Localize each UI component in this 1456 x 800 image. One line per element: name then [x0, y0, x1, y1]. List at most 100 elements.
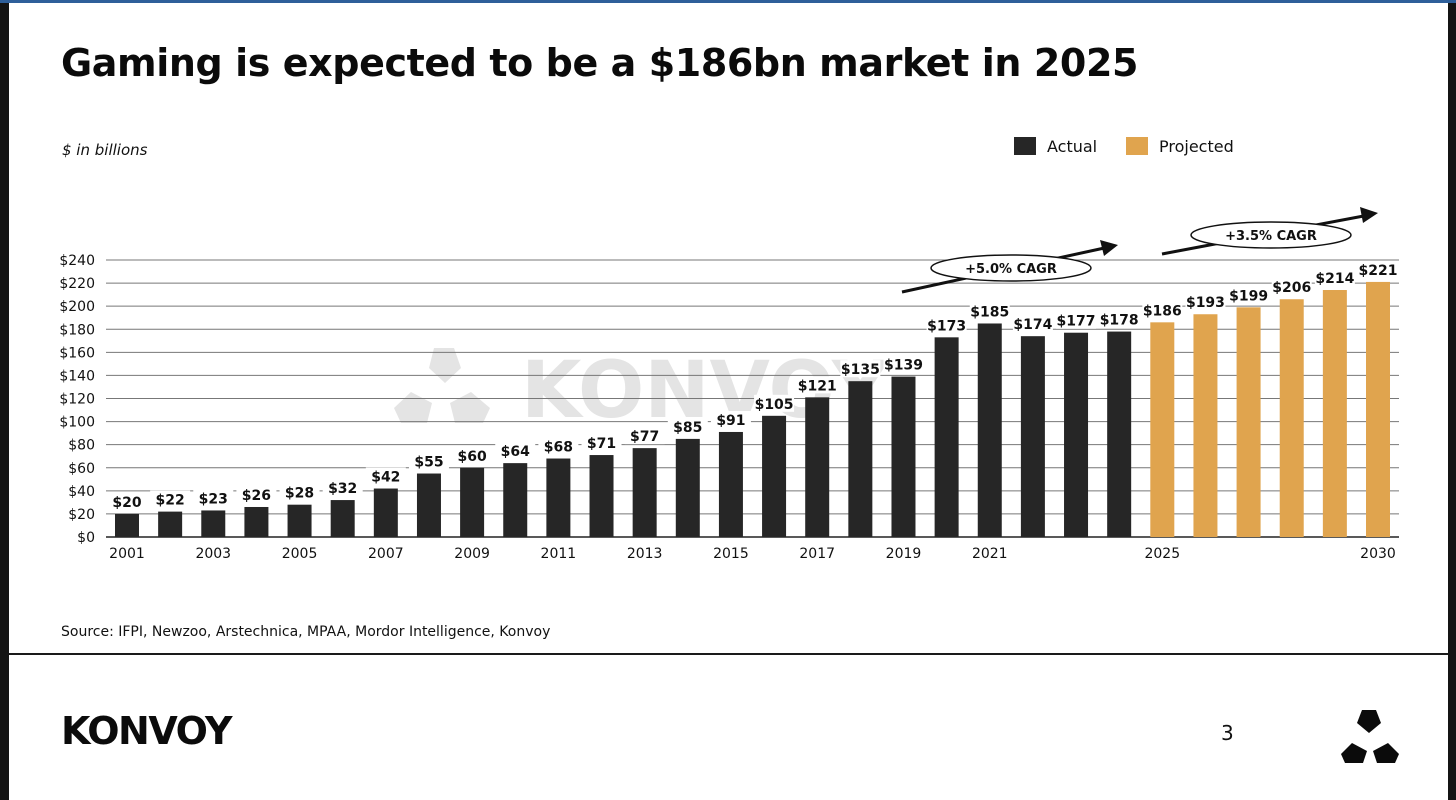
y-tick-label: $20	[68, 507, 95, 523]
bar-2003	[201, 510, 226, 537]
value-label-2008: $55	[414, 455, 443, 471]
value-label-2004: $26	[242, 488, 271, 504]
value-label-bg	[1358, 260, 1398, 278]
value-label-bg	[1271, 278, 1312, 296]
y-tick-label: $140	[59, 368, 95, 384]
source-note: Source: IFPI, Newzoo, Arstechnica, MPAA,…	[61, 624, 551, 640]
bar-2015	[718, 431, 743, 537]
bar-2023	[1064, 332, 1089, 537]
y-tick-label: $220	[59, 276, 95, 292]
value-label-bg	[150, 490, 191, 508]
page-number: 3	[1221, 721, 1234, 745]
bar-2028	[1279, 299, 1304, 537]
value-label-2010: $64	[501, 444, 530, 460]
value-label-bg	[279, 483, 320, 501]
bar-2008	[416, 473, 441, 537]
y-tick-label: $100	[59, 415, 95, 431]
value-label-bg	[710, 410, 751, 428]
y-tick-label: $160	[59, 345, 95, 361]
y-tick-label: $200	[59, 299, 95, 315]
cagr-label-actual: +5.0% CAGR	[965, 262, 1057, 277]
value-label-bg	[408, 452, 449, 470]
value-label-2029: $214	[1315, 271, 1354, 287]
y-tick-label: $0	[77, 530, 95, 546]
value-label-2020: $173	[927, 318, 966, 334]
bar-2001	[115, 513, 139, 537]
value-label-2028: $206	[1272, 280, 1311, 296]
legend-swatch-actual	[1014, 137, 1036, 155]
arrow-head-icon	[1360, 207, 1378, 223]
value-label-bg	[1142, 301, 1183, 319]
value-label-bg	[495, 442, 536, 460]
value-label-bg	[883, 355, 924, 373]
value-label-bg	[667, 417, 708, 435]
y-tick-label: $240	[59, 253, 95, 269]
x-tick-label: 2021	[972, 546, 1008, 562]
x-tick-label: 2019	[886, 546, 922, 562]
value-label-bg	[193, 489, 234, 507]
value-label-bg	[322, 479, 363, 497]
x-tick-label: 2001	[109, 546, 145, 562]
value-label-bg	[969, 302, 1010, 320]
value-label-2025: $186	[1143, 303, 1182, 319]
x-tick-label: 2030	[1360, 546, 1396, 562]
bar-2017	[805, 397, 830, 537]
bar-2009	[460, 467, 485, 537]
legend: Actual Projected	[1014, 137, 1234, 156]
bar-2002	[158, 511, 183, 537]
bars	[115, 281, 1390, 537]
bar-2016	[762, 415, 787, 537]
value-label-2023: $177	[1057, 314, 1096, 330]
value-label-2009: $60	[457, 449, 486, 465]
legend-label-projected: Projected	[1159, 137, 1234, 156]
value-label-bg	[107, 492, 147, 510]
value-label-2016: $105	[755, 397, 794, 413]
bar-2019	[891, 376, 916, 537]
value-labels: $20 $22 $23 $26 $28 $32 $42 $55 $60 $64 $68 $71 $77 $…	[107, 260, 1398, 511]
value-label-2006: $32	[328, 481, 357, 497]
x-tick-label: 2003	[195, 546, 231, 562]
x-tick-label: 2009	[454, 546, 490, 562]
bar-2006	[330, 500, 355, 537]
bar-2004	[244, 506, 269, 537]
bar-2026	[1193, 314, 1218, 537]
value-label-2002: $22	[156, 493, 185, 509]
x-tick-label: 2017	[799, 546, 835, 562]
bar-2013	[632, 448, 657, 537]
footer-divider	[9, 653, 1448, 655]
window-top-edge	[0, 0, 1456, 3]
bar-2022	[1020, 336, 1045, 537]
value-label-2001: $20	[112, 495, 141, 511]
cagr-annotation-actual: +5.0% CAGR	[901, 240, 1118, 294]
value-label-2024: $178	[1100, 313, 1139, 329]
value-label-bg	[797, 376, 838, 394]
cagr-annotation-projected: +3.5% CAGR	[1161, 207, 1378, 256]
value-label-bg	[926, 316, 967, 334]
value-label-bg	[538, 437, 579, 455]
bar-2027	[1236, 307, 1261, 537]
x-tick-label: 2025	[1144, 546, 1180, 562]
value-label-2007: $42	[371, 470, 400, 486]
bar-2024	[1107, 331, 1132, 537]
bar-2025	[1150, 322, 1175, 537]
y-axis-ticks: $0 $20 $40 $60 $80 $100 $120 $140 $160 $180 $200 $2…	[59, 253, 95, 546]
value-label-2026: $193	[1186, 295, 1225, 311]
value-label-bg	[236, 485, 277, 503]
legend-label-actual: Actual	[1047, 137, 1097, 156]
value-label-2003: $23	[199, 491, 228, 507]
value-label-2030: $221	[1359, 263, 1398, 279]
value-label-bg	[1314, 269, 1355, 287]
x-tick-label: 2011	[541, 546, 577, 562]
bar-2021	[977, 323, 1002, 537]
bar-2010	[503, 463, 528, 537]
y-tick-label: $80	[68, 438, 95, 454]
bar-2007	[373, 488, 398, 537]
value-label-bg	[754, 394, 795, 412]
slide-title: Gaming is expected to be a $186bn market…	[61, 41, 1139, 85]
gridlines	[106, 259, 1399, 538]
value-label-2019: $139	[884, 358, 923, 374]
value-label-2022: $174	[1013, 317, 1052, 333]
value-label-2011: $68	[544, 440, 573, 456]
value-label-bg	[1056, 311, 1097, 329]
value-label-2017: $121	[798, 378, 837, 394]
